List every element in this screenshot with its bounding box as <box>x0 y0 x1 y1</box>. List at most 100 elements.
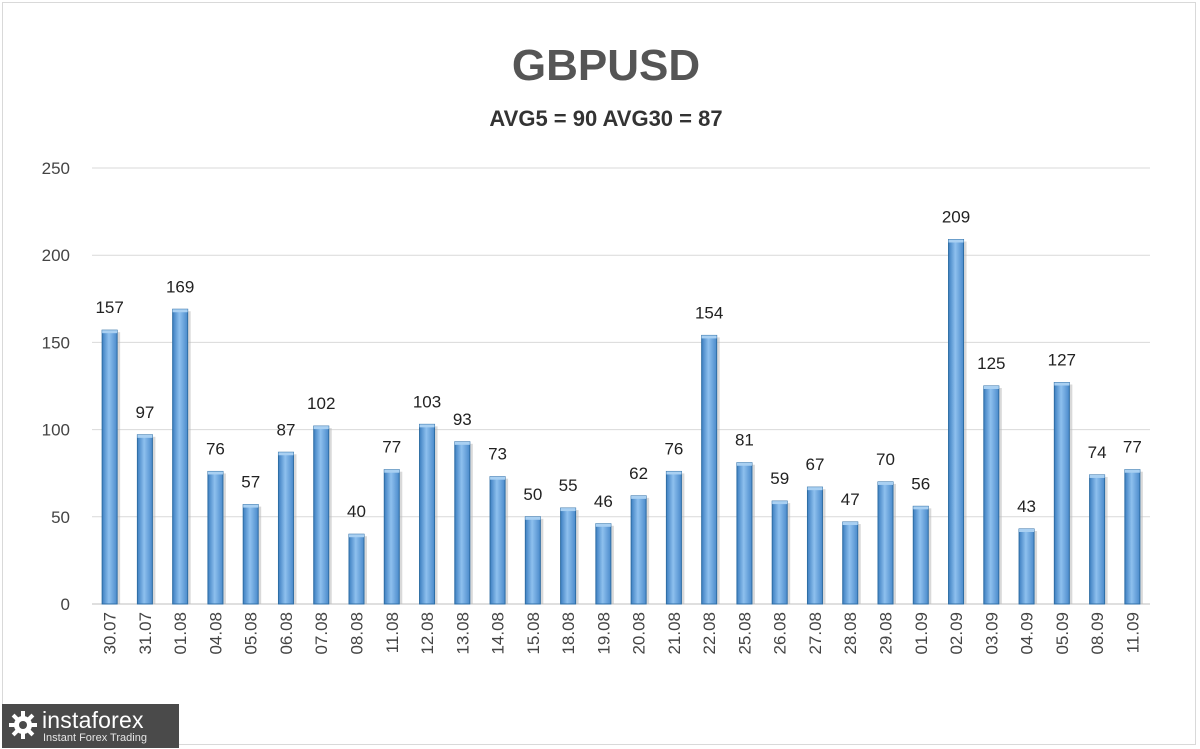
y-tick-label: 0 <box>61 595 70 614</box>
gridlines <box>92 167 1150 605</box>
data-label: 102 <box>307 394 335 413</box>
bar <box>1089 474 1108 605</box>
x-tick-label: 11.08 <box>383 612 402 653</box>
x-tick-label: 08.09 <box>1088 612 1107 655</box>
bar <box>877 481 896 605</box>
bar-top <box>948 239 964 243</box>
x-tick-label: 30.07 <box>101 612 120 655</box>
data-label: 46 <box>594 492 613 511</box>
data-label: 77 <box>1123 438 1142 457</box>
bar <box>348 533 367 605</box>
bar-top <box>701 335 717 339</box>
bar <box>736 462 755 605</box>
data-label: 70 <box>876 450 895 469</box>
x-tick-label: 11.09 <box>1123 612 1142 653</box>
bar-top <box>313 426 329 430</box>
bar <box>242 504 262 605</box>
bar-body <box>806 486 823 605</box>
bar <box>383 469 403 605</box>
data-label: 74 <box>1088 443 1107 462</box>
bar <box>983 385 1002 605</box>
data-label: 57 <box>241 473 260 492</box>
bar-body <box>1124 469 1141 605</box>
bar-top <box>878 481 893 485</box>
x-tick-label: 04.08 <box>206 612 225 655</box>
bar-body <box>136 434 153 605</box>
bar-top <box>137 434 153 438</box>
bar-top <box>490 476 506 480</box>
bar-top <box>102 330 118 334</box>
y-tick-label: 100 <box>42 421 70 440</box>
bar-top <box>807 487 823 491</box>
data-label: 127 <box>1048 351 1076 370</box>
x-tick-label: 08.08 <box>348 612 367 655</box>
data-label: 87 <box>277 420 296 439</box>
bar-top <box>736 462 752 466</box>
data-label: 40 <box>347 502 366 521</box>
bar-body <box>1053 382 1070 605</box>
data-label: 77 <box>382 438 401 457</box>
x-tick-label: 27.08 <box>806 612 825 655</box>
bars <box>101 239 1143 605</box>
data-label: 76 <box>206 439 225 458</box>
bar-body <box>383 469 400 605</box>
bar-top <box>1089 474 1105 478</box>
bar-top <box>349 534 364 538</box>
bar <box>207 470 226 605</box>
bar <box>277 451 297 605</box>
bar <box>1053 382 1073 605</box>
bar-top <box>525 516 541 520</box>
bar-body <box>736 462 753 605</box>
x-tick-label: 04.09 <box>1018 612 1037 655</box>
data-label: 59 <box>770 469 789 488</box>
data-label: 47 <box>841 490 860 509</box>
bar <box>454 441 473 605</box>
bar-body <box>560 507 577 605</box>
data-label: 154 <box>695 303 723 322</box>
bar-top <box>243 504 259 508</box>
bar <box>701 334 720 605</box>
data-label: 125 <box>977 354 1005 373</box>
data-label: 81 <box>735 431 754 450</box>
data-label: 67 <box>806 455 825 474</box>
data-label: 76 <box>664 439 683 458</box>
x-tick-label: 22.08 <box>700 612 719 655</box>
bar-body <box>1018 528 1035 605</box>
x-tick-label: 31.07 <box>136 612 155 655</box>
bar-body <box>595 523 612 605</box>
x-tick-label: 20.08 <box>630 612 649 655</box>
bar-top <box>1054 382 1070 386</box>
data-label: 103 <box>413 392 441 411</box>
bar-top <box>1124 469 1140 473</box>
y-tick-label: 250 <box>42 159 70 178</box>
x-tick-label: 18.08 <box>559 612 578 655</box>
x-tick-label: 01.08 <box>171 612 190 655</box>
bar-top <box>983 386 999 389</box>
x-tick-label: 01.09 <box>912 612 931 655</box>
bar-body <box>454 441 471 605</box>
bar <box>313 425 332 605</box>
bar-top <box>172 309 188 313</box>
bar-body <box>172 308 189 605</box>
data-label: 43 <box>1017 497 1036 516</box>
bar <box>912 505 932 605</box>
chart-title: GBPUSD <box>512 41 700 90</box>
data-label: 73 <box>488 445 507 464</box>
bar-body <box>630 495 647 605</box>
x-tick-label: 13.08 <box>453 612 472 655</box>
data-label: 93 <box>453 410 472 429</box>
bar-body <box>1089 474 1106 605</box>
bar <box>101 329 121 605</box>
y-tick-label: 50 <box>51 508 70 527</box>
bar <box>560 507 579 605</box>
bar <box>595 523 614 605</box>
data-label: 50 <box>523 485 542 504</box>
bar <box>1018 528 1038 605</box>
x-tick-label: 26.08 <box>771 612 790 655</box>
data-label: 157 <box>95 298 123 317</box>
bar-top <box>419 424 435 428</box>
x-tick-label: 14.08 <box>489 612 508 655</box>
bar <box>136 434 156 605</box>
